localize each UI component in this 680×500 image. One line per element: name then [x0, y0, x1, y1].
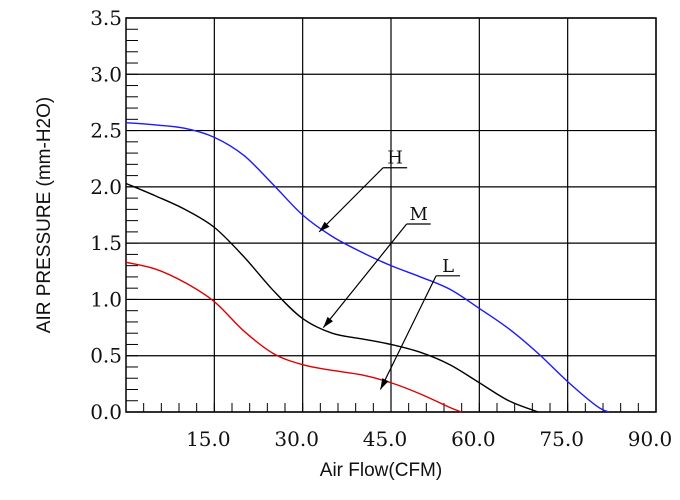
y-tick-label: 1.0	[90, 287, 122, 311]
annotation-label-l: L	[442, 256, 454, 277]
annotation-arrowhead-h	[319, 221, 330, 232]
x-tick-label: 60.0	[451, 427, 496, 451]
annotation-label-m: M	[409, 204, 427, 225]
annotation-arrowhead-m	[323, 316, 333, 328]
series-line-h	[125, 121, 610, 413]
x-tick-label: 30.0	[274, 427, 319, 451]
annotation-label-h: H	[387, 148, 403, 169]
x-tick-label: 45.0	[363, 427, 408, 451]
series-group	[125, 121, 610, 413]
x-tick-label: 15.0	[186, 427, 231, 451]
minor-ticks	[125, 17, 657, 413]
y-tick-label: 2.5	[90, 119, 122, 143]
grid	[126, 17, 657, 413]
x-tick-label: 75.0	[539, 427, 584, 451]
plot-frame	[125, 17, 657, 413]
annotation-leader-m	[322, 223, 408, 328]
y-tick-label: 3.5	[90, 6, 122, 30]
annotations-group: H M L	[318, 148, 461, 390]
y-tick-labels: 0.0 0.5 1.0 1.5 2.0 2.5 3.0 3.5	[90, 6, 122, 424]
x-tick-labels: 15.0 30.0 45.0 60.0 75.0 90.0	[186, 427, 672, 451]
y-tick-label: 1.5	[90, 231, 122, 255]
y-tick-label: 2.0	[90, 175, 122, 199]
y-tick-label: 0.5	[90, 344, 122, 368]
annotation-leader-h	[318, 167, 384, 233]
series-line-m	[125, 182, 539, 413]
x-axis-label: Air Flow(CFM)	[320, 460, 442, 481]
annotation-arrowhead-l	[380, 378, 389, 390]
y-axis-label: AIR PRESSURE (mm-H2O)	[34, 97, 55, 333]
series-line-l	[125, 261, 462, 413]
annotation-leader-l	[379, 275, 437, 390]
y-tick-label: 0.0	[90, 400, 122, 424]
y-tick-label: 3.0	[90, 62, 122, 86]
x-tick-label: 90.0	[628, 427, 673, 451]
